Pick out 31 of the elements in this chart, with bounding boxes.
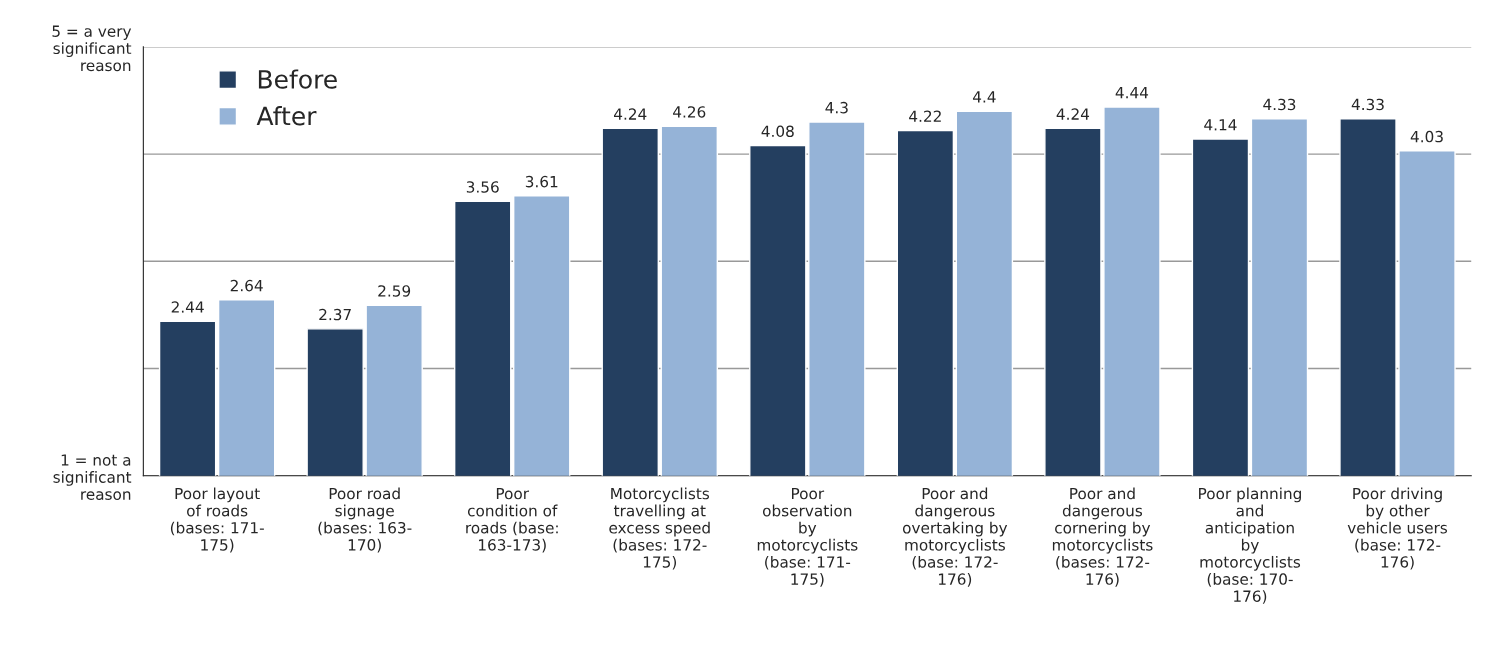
data-label: 4.33: [1351, 98, 1384, 111]
data-label: 4.26: [673, 106, 706, 118]
data-label: 3.61: [525, 175, 558, 188]
x-tick-label: Poor and dangerous overtaking by motorcyclists (base: 172- 176): [902, 487, 1008, 587]
x-tick-label: Poor road signage (bases: 163- 170): [318, 487, 412, 553]
y-tick-label: 1 = not a significant reason: [53, 454, 132, 500]
data-label: 4.03: [1410, 130, 1443, 143]
x-tick-label: Poor and dangerous cornering by motorcyclists (bases: 172- 176): [1052, 487, 1153, 587]
x-tick-label: Poor driving by other vehicle users (base: 172- 176): [1347, 487, 1448, 570]
data-label: 4.24: [1056, 108, 1090, 120]
x-tick-label: Poor condition of roads (base: 163-173): [466, 487, 558, 553]
data-label: 4.22: [909, 110, 941, 122]
y-tick-label: 5 = a very significant reason: [52, 25, 132, 72]
x-tick-label: Motorcyclists travelling at excess speed (bases: 172- 175): [609, 487, 710, 570]
data-label: 4.24: [614, 108, 647, 120]
data-label: 2.64: [230, 279, 263, 292]
data-label: 4.33: [1263, 98, 1296, 111]
legend-label: After: [256, 106, 317, 126]
x-tick-label: Poor layout of roads (bases: 171- 175): [170, 487, 264, 553]
data-label: 2.59: [378, 285, 411, 297]
data-label: 4.44: [1115, 87, 1149, 99]
data-label: 2.37: [319, 308, 351, 321]
data-label: 4.3: [825, 101, 848, 114]
data-label: 3.56: [466, 181, 499, 193]
data-label: 4.14: [1204, 119, 1237, 131]
x-tick-label: Poor observation by motorcyclists (base: 171- 175): [757, 487, 858, 587]
data-label: 4.08: [761, 125, 794, 138]
data-label: 4.4: [972, 91, 996, 103]
legend-label: Before: [258, 69, 337, 89]
x-tick-label: Poor planning and anticipation by motorcyclists (base: 170- 176): [1199, 487, 1301, 604]
data-label: 2.44: [171, 301, 204, 313]
